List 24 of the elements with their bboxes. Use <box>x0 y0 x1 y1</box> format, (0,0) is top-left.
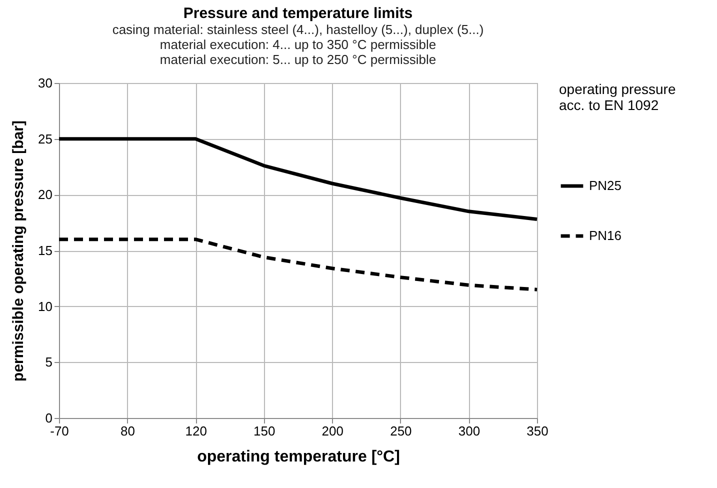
y-tick-label: 20 <box>38 187 52 202</box>
legend-label: PN25 <box>589 178 622 193</box>
x-axis-title: operating temperature [°C] <box>197 448 400 466</box>
y-tick-label: 15 <box>38 243 52 258</box>
chart-title: Pressure and temperature limits <box>183 5 413 22</box>
x-tick-label: 150 <box>254 424 276 438</box>
x-tick-label: 120 <box>185 424 207 438</box>
legend-title: operating pressure acc. to EN 1092 <box>559 81 676 113</box>
x-tick-label: -70 <box>50 424 69 438</box>
line-series <box>57 238 539 292</box>
x-tick-label: 350 <box>526 424 548 438</box>
legend-label: PN16 <box>589 228 622 243</box>
x-tick-label: 300 <box>458 424 480 438</box>
x-tick-label: 80 <box>120 424 136 438</box>
y-tick-label: 10 <box>38 298 52 314</box>
y-tick-label: 30 <box>38 76 52 90</box>
chart-subtitle: casing material: stainless steel (4...), hastelloy (5...), duplex (5...) material execution: 4... up to 350 °C permissible material execution: 5... up to 250 °C permissible <box>112 22 484 67</box>
line-series <box>57 137 539 221</box>
y-tick-label: 25 <box>38 131 52 146</box>
y-tick-label: 5 <box>45 354 52 370</box>
y-tick-label: 0 <box>45 410 52 426</box>
x-tick-label: 200 <box>322 424 344 438</box>
x-tick-label: 250 <box>390 424 412 438</box>
y-axis-title: permissible operating pressure [bar] <box>10 120 28 382</box>
